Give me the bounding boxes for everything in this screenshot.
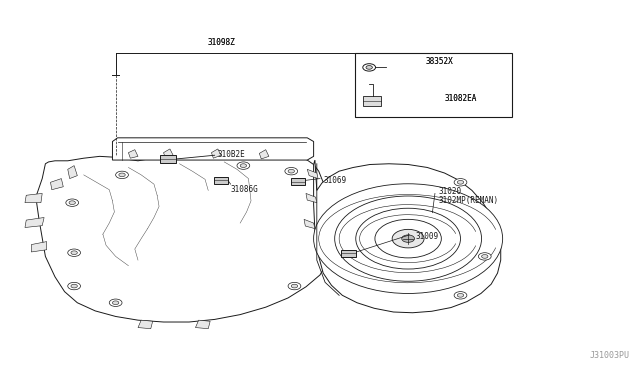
- Polygon shape: [314, 160, 500, 313]
- Circle shape: [119, 173, 125, 177]
- Text: 31082EA: 31082EA: [445, 94, 477, 103]
- Text: 31009: 31009: [416, 231, 439, 241]
- Circle shape: [237, 162, 250, 169]
- Circle shape: [71, 284, 77, 288]
- Polygon shape: [307, 169, 318, 179]
- Circle shape: [392, 230, 424, 248]
- Polygon shape: [211, 149, 221, 158]
- Polygon shape: [306, 193, 317, 203]
- Text: 31082EA: 31082EA: [445, 94, 477, 103]
- Polygon shape: [304, 219, 315, 229]
- Polygon shape: [25, 193, 42, 203]
- Polygon shape: [31, 241, 47, 252]
- Polygon shape: [113, 138, 314, 160]
- Circle shape: [288, 282, 301, 290]
- FancyBboxPatch shape: [160, 155, 176, 163]
- Circle shape: [68, 282, 81, 290]
- Circle shape: [375, 219, 442, 258]
- FancyBboxPatch shape: [214, 177, 228, 184]
- Text: 310B2E: 310B2E: [218, 150, 246, 159]
- Polygon shape: [195, 320, 210, 329]
- Circle shape: [68, 249, 81, 256]
- Circle shape: [402, 235, 415, 242]
- Circle shape: [335, 196, 481, 281]
- Polygon shape: [51, 179, 63, 190]
- Polygon shape: [259, 150, 269, 159]
- Circle shape: [288, 169, 294, 173]
- Text: 31069: 31069: [323, 176, 346, 185]
- Text: J31003PU: J31003PU: [589, 351, 630, 360]
- Polygon shape: [129, 150, 138, 158]
- FancyBboxPatch shape: [291, 178, 305, 185]
- Polygon shape: [68, 166, 77, 179]
- Text: 3102MP(REMAN): 3102MP(REMAN): [438, 196, 499, 205]
- Text: 31020: 31020: [438, 187, 461, 196]
- Text: 31086G: 31086G: [230, 185, 259, 194]
- Circle shape: [458, 294, 464, 297]
- Circle shape: [285, 167, 298, 175]
- Text: 38352X: 38352X: [426, 57, 453, 66]
- Circle shape: [66, 199, 79, 206]
- Circle shape: [116, 171, 129, 179]
- Circle shape: [71, 251, 77, 254]
- Circle shape: [458, 180, 464, 184]
- Circle shape: [240, 164, 246, 167]
- Bar: [364, 96, 381, 106]
- Text: 31098Z: 31098Z: [207, 38, 235, 47]
- Circle shape: [478, 253, 491, 260]
- Polygon shape: [36, 149, 330, 322]
- Circle shape: [363, 64, 376, 71]
- Circle shape: [113, 301, 119, 305]
- Circle shape: [366, 65, 372, 69]
- Circle shape: [291, 284, 298, 288]
- Polygon shape: [25, 218, 44, 228]
- Text: 38352X: 38352X: [426, 57, 453, 66]
- Circle shape: [481, 254, 488, 258]
- Polygon shape: [138, 320, 153, 329]
- Text: 31098Z: 31098Z: [207, 38, 235, 47]
- Circle shape: [356, 208, 461, 269]
- FancyBboxPatch shape: [341, 250, 356, 257]
- Circle shape: [109, 299, 122, 307]
- Circle shape: [454, 292, 467, 299]
- Circle shape: [69, 201, 76, 205]
- Circle shape: [454, 179, 467, 186]
- Bar: [355, 52, 511, 118]
- Circle shape: [314, 184, 502, 294]
- Polygon shape: [164, 149, 173, 158]
